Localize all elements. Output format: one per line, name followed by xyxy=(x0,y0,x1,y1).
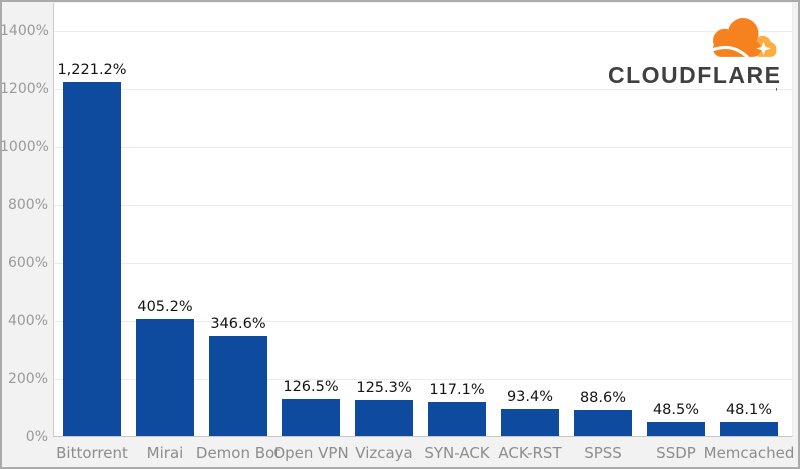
y-tick-label-1400: 1400% xyxy=(0,23,49,39)
x-tick-label-ack-rst: ACK-RST xyxy=(498,444,562,462)
gridline-600 xyxy=(54,263,792,264)
bar-vizcaya xyxy=(355,399,413,436)
bar-demon-bot xyxy=(209,335,267,436)
bar-bittorrent xyxy=(63,81,121,436)
bar-ack-rst xyxy=(501,408,559,436)
value-label-open-vpn: 126.5% xyxy=(283,379,339,396)
x-tick-label-ssdp: SSDP xyxy=(656,444,696,462)
y-tick-label-400: 400% xyxy=(7,313,48,329)
bar-syn-ack xyxy=(428,402,486,436)
y-tick-label-600: 600% xyxy=(7,255,48,271)
plot-area: 1,221.2% 405.2% 346.6% 126.5% 125.3% 117.1% 93… xyxy=(53,3,793,437)
x-tick-label-open-vpn: Open VPN xyxy=(273,444,349,462)
value-label-vizcaya: 125.3% xyxy=(356,379,412,396)
x-tick-label-syn-ack: SYN-ACK xyxy=(424,444,490,462)
x-axis: Bittorrent Mirai Demon Bot Open VPN Vizcaya S… xyxy=(2,439,798,467)
x-tick-label-demon-bot: Demon Bot xyxy=(195,444,281,462)
gridline-1400 xyxy=(54,31,792,32)
value-label-ack-rst: 93.4% xyxy=(506,388,554,405)
cloudflare-cloud-icon xyxy=(704,18,777,59)
bar-spss xyxy=(574,410,632,436)
y-tick-label-200: 200% xyxy=(7,371,48,387)
y-tick-label-1000: 1000% xyxy=(0,139,49,155)
y-tick-label-0: 0% xyxy=(25,429,48,445)
bar-open-vpn xyxy=(282,399,340,436)
y-tick-label-800: 800% xyxy=(7,197,48,213)
value-label-demon-bot: 346.6% xyxy=(210,315,266,332)
value-label-mirai: 405.2% xyxy=(137,298,193,315)
y-axis: 0% 200% 400% 600% 800% 1000% 1200% 1400% xyxy=(0,3,50,445)
gridline-1000 xyxy=(54,147,792,148)
x-tick-label-vizcaya: Vizcaya xyxy=(355,444,413,462)
cloudflare-trademark-tick: ' xyxy=(775,87,778,98)
value-label-bittorrent: 1,221.2% xyxy=(57,61,127,78)
y-tick-label-1200: 1200% xyxy=(0,81,49,97)
gridline-400 xyxy=(54,321,792,322)
gridline-800 xyxy=(54,205,792,206)
x-tick-label-memcached: Memcached xyxy=(703,444,795,462)
gridline-200 xyxy=(54,379,792,380)
bar-ssdp xyxy=(647,421,705,436)
x-tick-label-spss: SPSS xyxy=(584,444,622,462)
value-label-syn-ack: 117.1% xyxy=(429,382,485,399)
value-label-spss: 88.6% xyxy=(579,390,627,407)
gridline-1200 xyxy=(54,89,792,90)
cloudflare-logo: CLOUDFLARE' xyxy=(608,16,782,106)
value-label-memcached: 48.1% xyxy=(725,402,773,419)
value-label-ssdp: 48.5% xyxy=(652,401,700,418)
bar-mirai xyxy=(136,318,194,436)
bar-memcached xyxy=(720,422,778,436)
cloudflare-wordmark: CLOUDFLARE xyxy=(608,62,782,88)
x-tick-label-mirai: Mirai xyxy=(146,444,184,462)
x-tick-label-bittorrent: Bittorrent xyxy=(56,444,128,462)
